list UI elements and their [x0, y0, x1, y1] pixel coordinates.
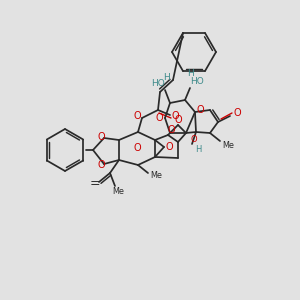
Text: Me: Me [222, 140, 234, 149]
Text: O: O [191, 136, 197, 145]
Text: HO: HO [151, 80, 165, 88]
Text: O: O [167, 125, 175, 135]
Text: O: O [171, 111, 179, 121]
Text: H: H [164, 73, 170, 82]
Text: Me: Me [112, 188, 124, 196]
Text: O: O [233, 108, 241, 118]
Text: O: O [174, 115, 182, 125]
Text: O: O [97, 132, 105, 142]
Text: H: H [187, 70, 194, 79]
Text: HO: HO [190, 77, 204, 86]
Text: H: H [195, 145, 201, 154]
Text: Me: Me [150, 172, 162, 181]
Text: O: O [133, 111, 141, 121]
Text: =: = [90, 178, 100, 190]
Text: O: O [165, 142, 173, 152]
Text: O: O [97, 160, 105, 170]
Text: O: O [133, 143, 141, 153]
Text: O: O [196, 105, 204, 115]
Text: O: O [155, 113, 163, 123]
